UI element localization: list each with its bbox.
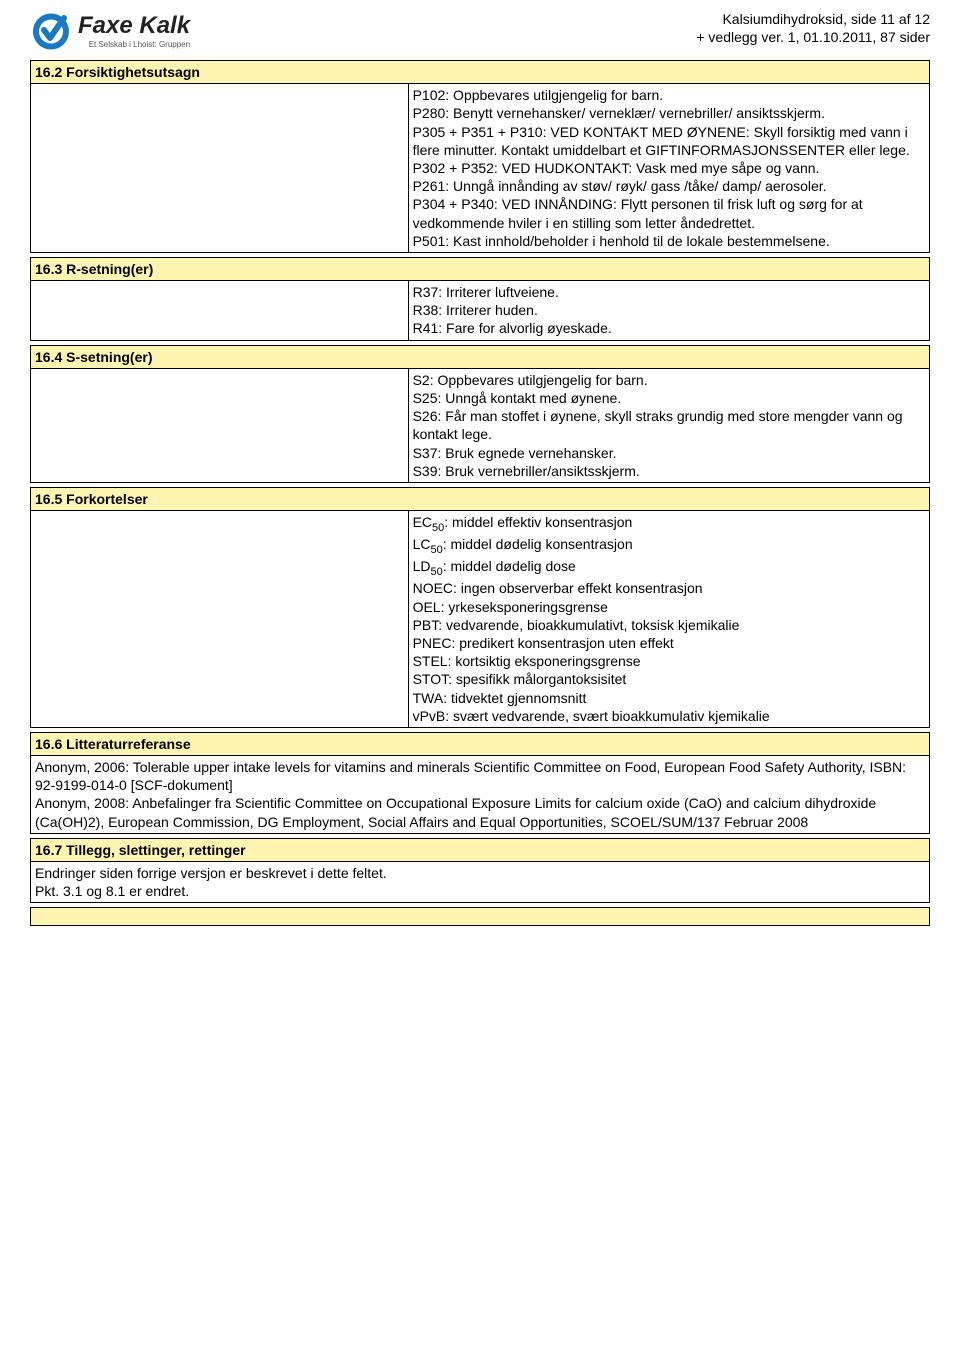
section-16-4: 16.4 S-setning(er) S2: Oppbevares utilgj…: [30, 345, 930, 483]
page-header: Faxe Kalk Et Selskab i Lhoist: Gruppen K…: [30, 10, 930, 52]
section-16-5-header: 16.5 Forkortelser: [31, 487, 930, 510]
page-meta-line2: + vedlegg ver. 1, 01.10.2011, 87 sider: [696, 28, 930, 46]
section-16-4-body: S2: Oppbevares utilgjengelig for barn.S2…: [408, 368, 929, 482]
section-16-7-header: 16.7 Tillegg, slettinger, rettinger: [31, 838, 930, 861]
section-16-2: 16.2 Forsiktighetsutsagn P102: Oppbevare…: [30, 60, 930, 253]
section-16-5: 16.5 Forkortelser EC50: middel effektiv …: [30, 487, 930, 728]
logo-icon: [30, 10, 72, 52]
section-16-6-header: 16.6 Litteraturreferanse: [31, 732, 930, 755]
section-16-3-header: 16.3 R-setning(er): [31, 257, 930, 280]
section-16-3-left: [31, 281, 409, 341]
section-empty-header: [31, 908, 930, 926]
page-meta: Kalsiumdihydroksid, side 11 af 12 + vedl…: [696, 10, 930, 46]
logo: Faxe Kalk Et Selskab i Lhoist: Gruppen: [30, 10, 190, 52]
page-meta-line1: Kalsiumdihydroksid, side 11 af 12: [696, 10, 930, 28]
section-16-4-header: 16.4 S-setning(er): [31, 345, 930, 368]
section-16-3-body: R37: Irriterer luftveiene.R38: Irriterer…: [408, 281, 929, 341]
section-16-5-left: [31, 511, 409, 728]
section-16-3: 16.3 R-setning(er) R37: Irriterer luftve…: [30, 257, 930, 341]
logo-text: Faxe Kalk: [78, 14, 190, 38]
section-16-7: 16.7 Tillegg, slettinger, rettinger Endr…: [30, 838, 930, 904]
logo-subtext: Et Selskab i Lhoist: Gruppen: [78, 40, 190, 49]
section-16-2-body: P102: Oppbevares utilgjengelig for barn.…: [408, 84, 929, 253]
section-16-5-body: EC50: middel effektiv konsentrasjonLC50:…: [408, 511, 929, 728]
section-16-7-body: Endringer siden forrige versjon er beskr…: [31, 862, 930, 903]
section-empty: [30, 907, 930, 926]
section-16-6: 16.6 Litteraturreferanse Anonym, 2006: T…: [30, 732, 930, 834]
section-16-6-body: Anonym, 2006: Tolerable upper intake lev…: [31, 756, 930, 834]
section-16-4-left: [31, 368, 409, 482]
section-16-2-left: [31, 84, 409, 253]
section-16-2-header: 16.2 Forsiktighetsutsagn: [31, 61, 930, 84]
